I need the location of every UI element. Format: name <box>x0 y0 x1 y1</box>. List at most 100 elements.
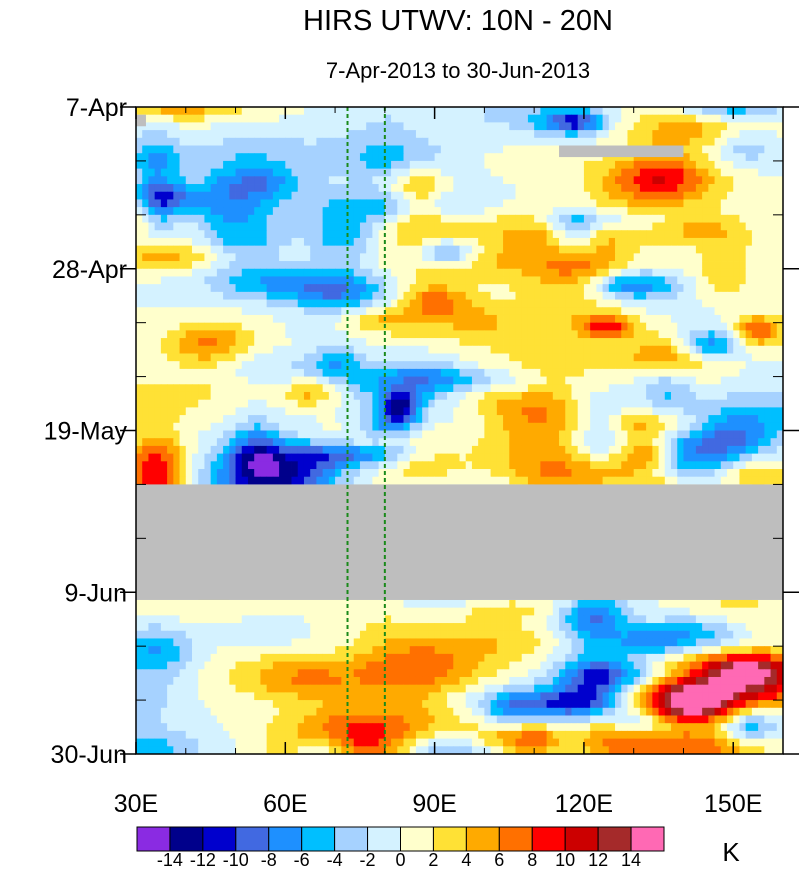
heatmap-cell <box>179 122 187 131</box>
heatmap-cell <box>359 461 367 470</box>
heatmap-cell <box>683 153 691 162</box>
heatmap-cell <box>521 222 529 231</box>
heatmap-cell <box>216 415 224 424</box>
heatmap-cell <box>720 330 728 339</box>
heatmap-cell <box>167 153 174 162</box>
heatmap-cell <box>391 153 398 162</box>
heatmap-cell <box>490 376 498 385</box>
heatmap-cell <box>434 261 442 270</box>
heatmap-cell <box>179 461 187 470</box>
heatmap-cell <box>241 176 249 185</box>
heatmap-cell <box>671 307 678 316</box>
heatmap-cell <box>552 345 560 354</box>
heatmap-cell <box>677 314 684 324</box>
heatmap-cell <box>720 107 728 116</box>
heatmap-cell <box>173 330 180 339</box>
heatmap-cell <box>739 114 747 123</box>
heatmap-cell <box>552 261 560 270</box>
heatmap-cell <box>664 137 672 146</box>
heatmap-cell <box>148 191 156 200</box>
heatmap-cell <box>210 276 218 285</box>
heatmap-cell <box>229 453 236 462</box>
heatmap-cell <box>291 345 299 354</box>
heatmap-cell <box>310 276 317 285</box>
heatmap-cell <box>303 160 311 170</box>
heatmap-cell <box>173 237 180 247</box>
heatmap-cell <box>148 237 156 247</box>
heatmap-cell <box>154 469 162 478</box>
heatmap-cell <box>720 391 728 401</box>
heatmap-cell <box>384 276 392 285</box>
heatmap-cell <box>770 237 778 247</box>
heatmap-cell <box>758 322 765 331</box>
heatmap-cell <box>509 122 516 131</box>
heatmap-cell <box>702 168 709 177</box>
heatmap-cell <box>733 199 740 208</box>
heatmap-cell <box>540 353 547 362</box>
heatmap-cell <box>602 330 610 339</box>
heatmap-cell <box>534 160 541 170</box>
heatmap-cell <box>577 461 585 470</box>
heatmap-cell <box>297 445 305 454</box>
heatmap-cell <box>639 307 647 316</box>
heatmap-cell <box>571 107 579 116</box>
heatmap-cell <box>204 330 212 339</box>
heatmap-cell <box>266 276 274 285</box>
heatmap-cell <box>745 261 753 270</box>
heatmap-cell <box>478 291 485 300</box>
heatmap-cell <box>229 184 236 193</box>
heatmap-cell <box>185 214 193 223</box>
heatmap-cell <box>303 345 311 354</box>
heatmap-cell <box>322 276 330 285</box>
heatmap-cell <box>509 253 516 262</box>
heatmap-cell <box>173 445 180 454</box>
heatmap-cell <box>583 222 591 231</box>
heatmap-cell <box>434 222 442 231</box>
heatmap-cell <box>677 284 684 293</box>
heatmap-cell <box>496 284 504 293</box>
heatmap-cell <box>235 384 243 393</box>
heatmap-cell <box>689 207 697 216</box>
heatmap-cell <box>478 222 485 231</box>
heatmap-cell <box>677 122 684 131</box>
heatmap-cell <box>459 191 467 200</box>
heatmap-cell <box>216 430 224 439</box>
heatmap-cell <box>453 376 460 385</box>
heatmap-cell <box>627 153 635 162</box>
heatmap-cell <box>776 237 784 247</box>
heatmap-cell <box>372 438 380 447</box>
heatmap-cell <box>185 245 193 254</box>
heatmap-cell <box>509 176 516 185</box>
heatmap-cell <box>496 153 504 162</box>
heatmap-cell <box>191 307 199 316</box>
heatmap-cell <box>223 461 230 470</box>
heatmap-cell <box>297 415 305 424</box>
heatmap-cell <box>428 399 436 408</box>
heatmap-cell <box>459 261 467 270</box>
heatmap-cell <box>478 168 485 177</box>
heatmap-cell <box>272 299 280 308</box>
heatmap-cell <box>652 338 659 347</box>
heatmap-cell <box>671 345 678 354</box>
heatmap-cell <box>173 368 180 377</box>
heatmap-cell <box>677 253 684 262</box>
heatmap-cell <box>559 299 566 308</box>
heatmap-cell <box>621 291 628 300</box>
heatmap-cell <box>727 191 734 200</box>
heatmap-cell <box>440 376 448 385</box>
heatmap-cell <box>733 145 740 154</box>
heatmap-cell <box>465 214 473 223</box>
heatmap-cell <box>335 430 342 439</box>
heatmap-cell <box>515 284 523 293</box>
heatmap-cell <box>204 338 212 347</box>
heatmap-cell <box>372 230 380 239</box>
heatmap-cell <box>615 214 622 223</box>
heatmap-cell <box>496 361 504 370</box>
heatmap-cell <box>185 384 193 393</box>
heatmap-cell <box>185 222 193 231</box>
heatmap-cell <box>683 376 691 385</box>
heatmap-cell <box>359 469 367 478</box>
heatmap-cell <box>447 245 454 254</box>
heatmap-cell <box>465 191 473 200</box>
heatmap-cell <box>453 453 460 462</box>
